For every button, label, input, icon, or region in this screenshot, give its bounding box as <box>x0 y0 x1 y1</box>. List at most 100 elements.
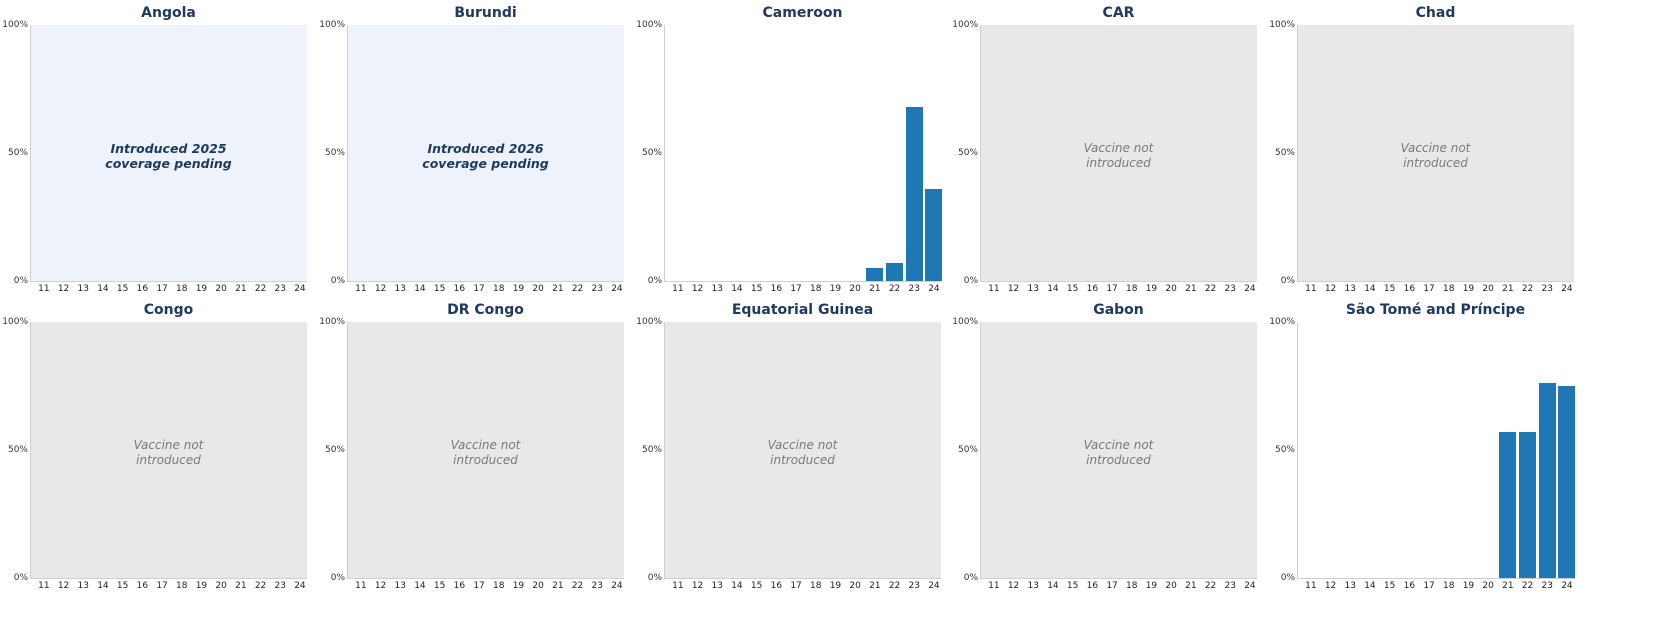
x-tick-label: 18 <box>489 581 509 591</box>
x-tick-label: 18 <box>1122 284 1142 294</box>
x-tick-label: 23 <box>1537 284 1557 294</box>
x-tick-label: 23 <box>587 581 607 591</box>
x-tick-label: 12 <box>371 284 391 294</box>
x-tick-label: 14 <box>1360 581 1380 591</box>
y-tick-label: 0% <box>315 573 345 583</box>
x-tick-label: 21 <box>548 581 568 591</box>
x-tick-label: 14 <box>410 581 430 591</box>
x-tick-label: 12 <box>54 581 74 591</box>
x-tick-label: 15 <box>1380 581 1400 591</box>
x-tick-label: 22 <box>1201 581 1221 591</box>
x-tick-label: 15 <box>113 581 133 591</box>
status-note-line: coverage pending <box>30 156 307 171</box>
x-tick-label: 12 <box>54 284 74 294</box>
y-axis-line <box>664 25 665 281</box>
x-tick-label: 18 <box>1439 284 1459 294</box>
x-axis-line <box>1297 578 1574 579</box>
x-tick-label: 24 <box>290 284 310 294</box>
y-tick-label: 100% <box>0 317 28 327</box>
x-tick-label: 23 <box>270 284 290 294</box>
x-tick-label: 15 <box>430 581 450 591</box>
x-tick-label: 13 <box>73 284 93 294</box>
x-tick-label: 16 <box>1082 284 1102 294</box>
status-note-line: introduced <box>1297 156 1574 171</box>
x-tick-label: 12 <box>1321 581 1341 591</box>
x-axis-line <box>30 281 307 282</box>
x-tick-label: 12 <box>1004 284 1024 294</box>
x-tick-label: 20 <box>845 284 865 294</box>
panel-title: Burundi <box>307 5 664 21</box>
status-note-line: Vaccine not <box>980 141 1257 156</box>
x-tick-label: 17 <box>152 581 172 591</box>
x-tick-label: 24 <box>924 284 944 294</box>
x-tick-label: 24 <box>924 581 944 591</box>
status-note-line: Vaccine not <box>347 438 624 453</box>
x-tick-label: 17 <box>1102 284 1122 294</box>
y-tick-label: 0% <box>0 276 28 286</box>
x-tick-label: 17 <box>469 581 489 591</box>
x-tick-label: 14 <box>727 284 747 294</box>
x-tick-label: 21 <box>1181 581 1201 591</box>
status-note: Introduced 2025 coverage pending <box>30 141 307 171</box>
x-tick-label: 17 <box>469 284 489 294</box>
x-tick-label: 21 <box>1181 284 1201 294</box>
y-tick-label: 100% <box>948 317 978 327</box>
x-axis-line <box>664 281 941 282</box>
x-tick-label: 15 <box>1063 581 1083 591</box>
panel-title: Equatorial Guinea <box>624 302 981 318</box>
x-tick-label: 13 <box>707 581 727 591</box>
x-tick-label: 13 <box>390 284 410 294</box>
x-tick-label: 17 <box>786 581 806 591</box>
y-tick-label: 100% <box>1265 317 1295 327</box>
x-tick-label: 17 <box>1419 581 1439 591</box>
y-tick-label: 100% <box>1265 20 1295 30</box>
bar-23 <box>906 107 923 281</box>
x-tick-label: 17 <box>1419 284 1439 294</box>
status-note: Vaccine not introduced <box>30 438 307 468</box>
x-tick-label: 21 <box>865 284 885 294</box>
x-tick-label: 18 <box>489 284 509 294</box>
x-tick-label: 24 <box>607 581 627 591</box>
x-tick-label: 21 <box>231 284 251 294</box>
x-tick-label: 19 <box>191 284 211 294</box>
x-axis-line <box>1297 281 1574 282</box>
x-tick-label: 23 <box>904 284 924 294</box>
x-tick-label: 23 <box>1220 581 1240 591</box>
y-tick-label: 0% <box>948 276 978 286</box>
x-tick-label: 22 <box>1518 581 1538 591</box>
bar-22 <box>1519 432 1536 578</box>
x-tick-label: 23 <box>1537 581 1557 591</box>
x-tick-label: 15 <box>747 581 767 591</box>
x-tick-label: 11 <box>351 284 371 294</box>
x-tick-label: 22 <box>1518 284 1538 294</box>
x-tick-label: 17 <box>152 284 172 294</box>
x-tick-label: 13 <box>1340 284 1360 294</box>
x-tick-label: 21 <box>865 581 885 591</box>
plot-area <box>664 25 941 281</box>
x-tick-label: 22 <box>251 284 271 294</box>
x-tick-label: 15 <box>1063 284 1083 294</box>
x-tick-label: 20 <box>211 284 231 294</box>
x-tick-label: 12 <box>1321 284 1341 294</box>
x-tick-label: 12 <box>688 581 708 591</box>
x-tick-label: 15 <box>113 284 133 294</box>
status-note-line: Vaccine not <box>1297 141 1574 156</box>
bar-23 <box>1539 383 1556 578</box>
bar-24 <box>925 189 942 281</box>
status-note-line: Introduced 2025 <box>30 141 307 156</box>
x-tick-label: 11 <box>351 581 371 591</box>
y-tick-label: 0% <box>1265 276 1295 286</box>
x-tick-label: 15 <box>430 284 450 294</box>
y-axis-line <box>1297 322 1298 578</box>
x-tick-label: 16 <box>1399 284 1419 294</box>
x-tick-label: 21 <box>231 581 251 591</box>
x-tick-label: 16 <box>1082 581 1102 591</box>
x-tick-label: 16 <box>1399 581 1419 591</box>
x-tick-label: 13 <box>73 581 93 591</box>
x-tick-label: 12 <box>1004 581 1024 591</box>
y-tick-label: 0% <box>0 573 28 583</box>
x-tick-label: 18 <box>172 581 192 591</box>
x-tick-label: 24 <box>1240 581 1260 591</box>
y-tick-label: 100% <box>0 20 28 30</box>
x-tick-label: 14 <box>410 284 430 294</box>
